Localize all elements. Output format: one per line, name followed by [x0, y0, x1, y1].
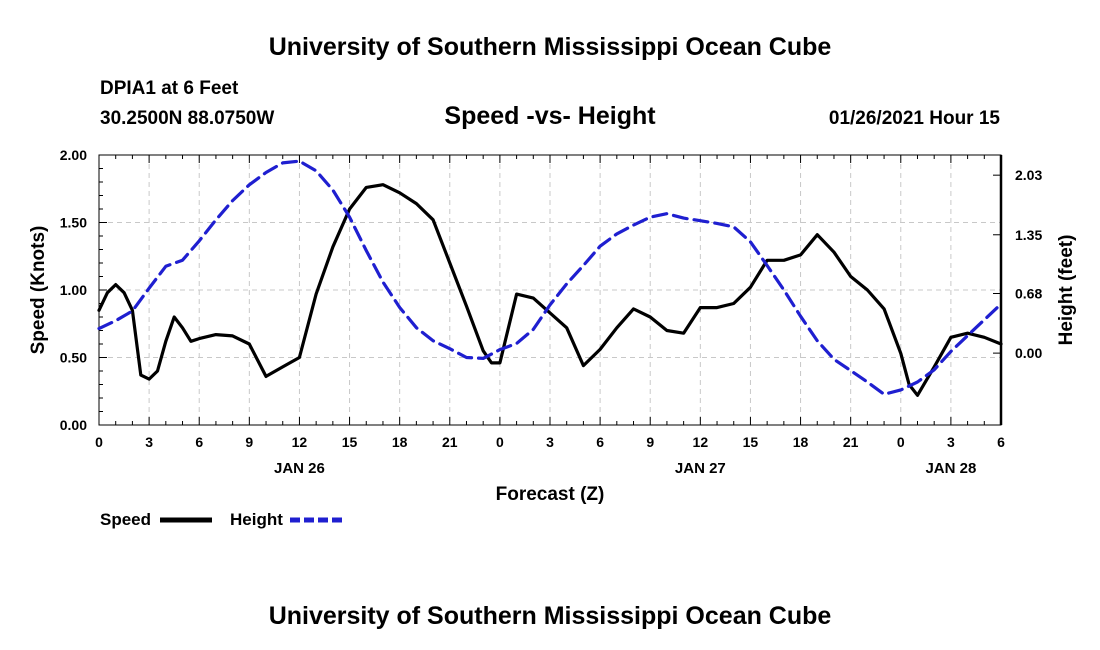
x-tick-label: 18	[793, 434, 809, 450]
height-series-line	[97, 159, 1003, 396]
x-tick-label: 0	[897, 434, 905, 450]
y-tick-label: 0.50	[60, 350, 87, 366]
legend: Speed Height	[100, 510, 342, 529]
y-tick-label: 2.00	[60, 147, 87, 163]
y2-tick-label: 0.00	[1015, 345, 1042, 361]
x-tick-label: 12	[292, 434, 308, 450]
x-tick-label: 15	[743, 434, 759, 450]
y2-axis-title: Height (feet)	[1056, 235, 1077, 346]
date-label: JAN 26	[274, 460, 325, 477]
y-tick-label: 0.00	[60, 417, 87, 433]
x-tick-label: 9	[646, 434, 654, 450]
x-tick-label: 0	[496, 434, 504, 450]
y-tick-label: 1.00	[60, 282, 87, 298]
x-tick-label: 0	[95, 434, 103, 450]
x-tick-label: 9	[245, 434, 253, 450]
x-tick-label: 6	[997, 434, 1005, 450]
coordinates-label: 30.2500N 88.0750W	[100, 108, 274, 129]
x-tick-label: 3	[546, 434, 554, 450]
date-label: JAN 28	[925, 460, 976, 477]
y-tick-label: 1.50	[60, 215, 87, 231]
x-tick-label: 21	[843, 434, 859, 450]
plot-title: Speed -vs- Height	[444, 102, 656, 130]
x-tick-label: 3	[145, 434, 153, 450]
x-tick-label: 18	[392, 434, 408, 450]
legend-height-label: Height	[230, 510, 283, 529]
x-tick-label: 15	[342, 434, 358, 450]
x-tick-label: 3	[947, 434, 955, 450]
station-label: DPIA1 at 6 Feet	[100, 78, 239, 99]
legend-speed-label: Speed	[100, 510, 151, 529]
x-tick-label: 21	[442, 434, 458, 450]
y2-tick-label: 0.68	[1015, 286, 1042, 302]
axis-ticks	[98, 154, 1003, 426]
x-tick-label: 12	[693, 434, 709, 450]
y-axis-title: Speed (Knots)	[28, 226, 49, 355]
issued-label: 01/26/2021 Hour 15	[829, 108, 1001, 129]
series-lines	[97, 159, 1003, 397]
x-tick-label: 6	[195, 434, 203, 450]
footer-title: University of Southern Mississippi Ocean…	[269, 602, 832, 630]
x-tick-label: 6	[596, 434, 604, 450]
y2-tick-label: 1.35	[1015, 227, 1042, 243]
date-label: JAN 27	[675, 460, 726, 477]
header-title: University of Southern Mississippi Ocean…	[269, 33, 832, 61]
axis-tick-labels: 0 3 6 9 12 15 18 21 0 3 6 9 12 15 18 21 0 3 6 0.00 0.50 1.00 1…	[60, 147, 1043, 477]
x-axis-title: Forecast (Z)	[496, 484, 605, 505]
speed-series-line	[97, 183, 1003, 397]
y2-tick-label: 2.03	[1015, 167, 1042, 183]
grid-lines	[99, 155, 1001, 425]
